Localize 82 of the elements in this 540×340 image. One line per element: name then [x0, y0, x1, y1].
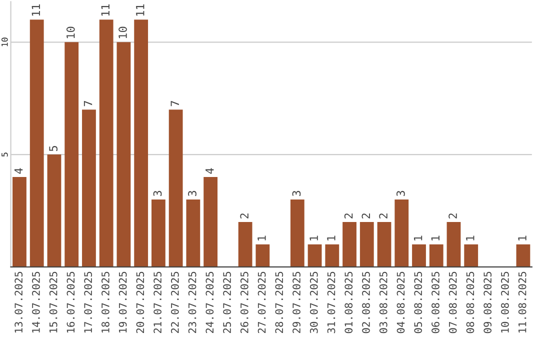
data-label: 1	[327, 236, 336, 240]
bar	[464, 244, 478, 267]
data-label: 2	[362, 214, 370, 218]
x-tick-label: 11.08.2025	[518, 272, 526, 333]
bar	[360, 222, 374, 267]
x-tick-label: 30.07.2025	[310, 272, 318, 334]
data-label: 3	[153, 190, 162, 196]
x-tick-label: 29.07.2025	[292, 272, 300, 334]
x-tick-label: 01.08.2025	[344, 272, 353, 334]
data-label: 7	[84, 101, 92, 106]
data-label: 11	[136, 4, 144, 16]
data-label: 10	[66, 26, 75, 38]
x-tick-label: 13.07.2025	[14, 272, 23, 333]
x-tick-label: 25.07.2025	[223, 272, 231, 334]
data-label: 1	[518, 236, 526, 240]
x-tick-label: 26.07.2025	[240, 272, 248, 334]
data-label: 2	[240, 214, 248, 218]
x-tick-label: 14.07.2025	[32, 272, 40, 333]
x-tick-label: 17.07.2025	[84, 272, 92, 333]
x-tick-label: 27.07.2025	[258, 272, 266, 334]
bar	[116, 42, 131, 267]
bar	[429, 244, 444, 267]
bar	[186, 199, 200, 267]
bar	[412, 244, 426, 267]
data-label: 3	[292, 190, 301, 196]
x-tick-label: 19.07.2025	[118, 272, 127, 333]
bar	[82, 110, 96, 267]
data-label: 10	[118, 26, 127, 38]
data-label: 2	[448, 214, 457, 218]
bar	[394, 199, 409, 267]
data-label: 11	[101, 4, 110, 16]
bar	[290, 199, 304, 267]
bar	[308, 244, 322, 267]
data-label: 1	[258, 236, 266, 240]
data-label: 5	[49, 146, 58, 152]
bar	[325, 244, 340, 267]
x-tick-label: 20.07.2025	[136, 272, 144, 334]
x-tick-label: 22.07.2025	[170, 272, 179, 334]
data-label: 3	[396, 190, 405, 196]
x-tick-label: 21.07.2025	[154, 272, 162, 334]
bar	[256, 244, 270, 267]
x-tick-label: 05.08.2025	[414, 272, 422, 334]
data-label: 11	[32, 4, 40, 16]
x-tick-label: 15.07.2025	[49, 272, 58, 333]
x-tick-label: 03.08.2025	[379, 272, 388, 334]
bar	[12, 177, 26, 267]
bar	[30, 20, 44, 267]
data-label: 3	[188, 190, 196, 196]
x-tick-label: 24.07.2025	[206, 272, 214, 334]
bar	[377, 222, 392, 267]
x-tick-label: 23.07.2025	[188, 272, 196, 334]
x-tick-label: 08.08.2025	[466, 272, 474, 334]
x-tick-label: 07.08.2025	[448, 272, 457, 334]
x-tick-label: 16.07.2025	[66, 272, 75, 333]
bar	[47, 154, 62, 267]
bar	[446, 222, 461, 267]
bar	[204, 177, 218, 267]
bar	[516, 244, 530, 267]
x-tick-label: 06.08.2025	[432, 272, 440, 334]
bar	[64, 42, 79, 267]
bar	[99, 20, 114, 267]
x-tick-label: 04.08.2025	[396, 272, 405, 334]
data-label: 1	[310, 236, 318, 240]
data-label: 4	[206, 168, 214, 174]
data-label: 1	[431, 236, 440, 240]
x-tick-label: 10.08.2025	[501, 272, 509, 333]
x-tick-label: 31.07.2025	[327, 272, 336, 334]
x-tick-label: 09.08.2025	[484, 272, 492, 334]
data-label: 1	[466, 236, 474, 240]
data-label: 7	[170, 101, 179, 106]
x-tick-label: 28.07.2025	[275, 272, 284, 334]
x-tick-label: 02.08.2025	[362, 272, 370, 334]
bar	[134, 20, 148, 267]
data-label: 2	[344, 214, 353, 218]
bar	[151, 199, 166, 267]
data-label: 4	[14, 168, 23, 174]
bar	[168, 110, 183, 267]
bar	[238, 222, 252, 267]
data-label: 1	[414, 236, 422, 240]
x-tick-label: 18.07.2025	[102, 272, 110, 333]
bar	[342, 222, 356, 267]
data-label: 2	[379, 214, 388, 218]
